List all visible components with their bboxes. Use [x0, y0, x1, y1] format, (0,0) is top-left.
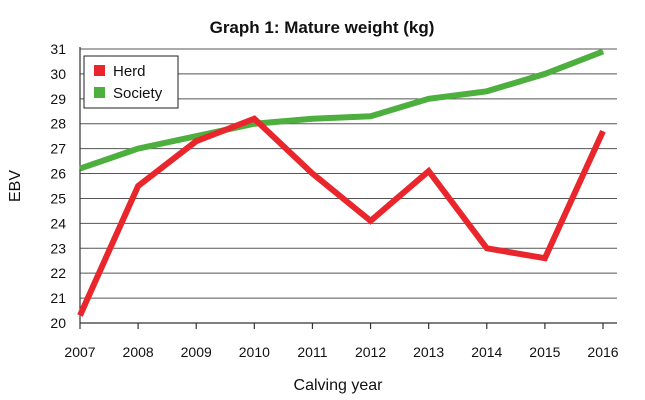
legend-label-herd: Herd	[113, 63, 146, 80]
y-tick-label-25: 25	[50, 190, 66, 206]
x-axis-ticks: 2007 2008 2009 2010 2011 2012 2013 2014 2015 2016	[64, 323, 619, 360]
data-point-herd-2015	[544, 257, 546, 259]
chart-title: Graph 1: Mature weight (kg)	[210, 18, 435, 37]
data-point-society-2010	[253, 123, 255, 125]
data-point-society-2016	[602, 50, 604, 52]
data-point-herd-2007	[79, 315, 81, 317]
y-tick-label-22: 22	[50, 265, 66, 281]
y-tick-label-27: 27	[50, 141, 66, 157]
legend-swatch-society	[94, 87, 105, 98]
x-tick-label-2007: 2007	[64, 344, 95, 360]
x-tick-label-2015: 2015	[529, 344, 560, 360]
y-axis-label: EBV	[7, 170, 24, 202]
data-point-herd-2014	[486, 247, 488, 249]
y-tick-label-29: 29	[50, 91, 66, 107]
series-line-society	[79, 48, 605, 172]
y-tick-label-28: 28	[50, 116, 66, 132]
x-tick-label-2009: 2009	[181, 344, 212, 360]
y-tick-label-21: 21	[50, 290, 66, 306]
data-point-society-2015	[544, 73, 546, 75]
legend: Herd Society	[83, 55, 179, 109]
x-axis-label: Calving year	[294, 377, 384, 394]
data-point-society-2011	[311, 118, 313, 120]
legend-box	[83, 55, 179, 109]
data-point-herd-2013	[428, 170, 430, 172]
legend-label-society: Society	[113, 85, 163, 102]
x-tick-label-2013: 2013	[413, 344, 444, 360]
data-point-herd-2010	[253, 118, 255, 120]
x-tick-label-2014: 2014	[471, 344, 502, 360]
y-tick-label-26: 26	[50, 166, 66, 182]
data-point-herd-2008	[137, 185, 139, 187]
data-point-society-2013	[428, 98, 430, 100]
series-lines	[77, 48, 606, 317]
x-tick-label-2012: 2012	[355, 344, 386, 360]
y-tick-label-30: 30	[50, 66, 66, 82]
data-point-herd-2009	[195, 140, 197, 142]
data-point-society-2014	[486, 90, 488, 92]
y-tick-label-23: 23	[50, 240, 66, 256]
gridlines	[80, 48, 617, 299]
data-point-society-2008	[137, 148, 139, 150]
x-tick-label-2016: 2016	[587, 344, 618, 360]
data-point-herd-2012	[370, 220, 372, 222]
data-point-society-2007	[79, 168, 81, 170]
data-point-society-2012	[370, 115, 372, 117]
data-point-society-2009	[195, 135, 197, 137]
series-line-herd	[77, 115, 606, 317]
legend-swatch-herd	[94, 65, 105, 76]
y-tick-label-24: 24	[50, 215, 66, 231]
x-tick-label-2010: 2010	[239, 344, 270, 360]
data-point-herd-2011	[311, 173, 313, 175]
y-tick-label-20: 20	[50, 315, 66, 331]
x-tick-label-2008: 2008	[123, 344, 154, 360]
y-tick-label-31: 31	[50, 41, 66, 57]
x-tick-label-2011: 2011	[297, 344, 327, 360]
y-axis-ticks: 20 21 22 23 24 25 26 27 28 29 30 31	[50, 41, 66, 331]
data-point-herd-2016	[602, 130, 604, 132]
